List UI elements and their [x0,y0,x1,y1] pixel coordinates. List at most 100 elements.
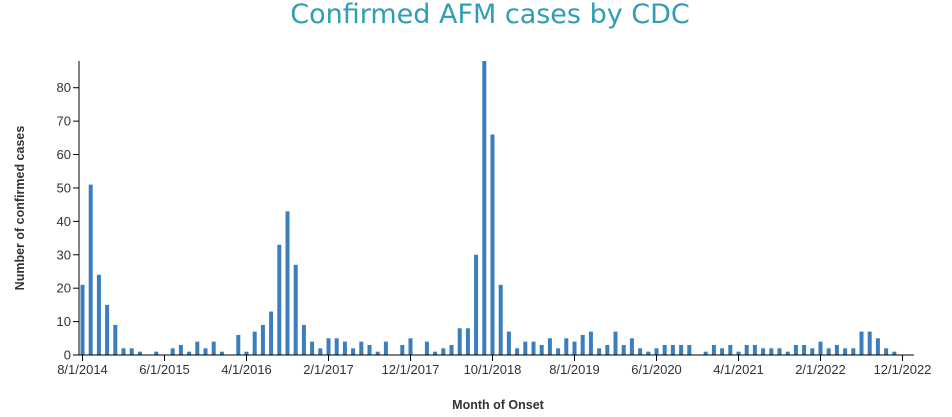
x-tick-label: 10/1/2018 [464,362,522,377]
x-tick-label: 4/1/2021 [713,362,764,377]
bar-2021-10 [785,351,790,355]
y-axis-title: Number of confirmed cases [13,126,27,291]
bar-2017-09 [383,341,388,355]
bar-2020-01 [613,331,618,355]
bar-2016-11 [301,324,306,355]
bar-2016-08 [277,244,282,355]
bar-2022-02 [818,341,823,355]
y-tick-label: 50 [57,180,71,195]
bar-2020-09 [679,344,684,355]
bar-2016-07 [269,311,274,355]
chart-title: Confirmed AFM cases by CDC [290,0,690,30]
x-tick-label: 12/1/2017 [382,362,440,377]
bar-2019-11 [597,348,602,355]
bar-2021-03 [728,344,733,355]
x-axis-ticks: 8/1/2014 6/1/2015 4/1/2016 2/1/2017 12/1/201… [57,355,931,377]
bar-2016-12 [310,341,315,355]
bar-2018-04 [441,348,446,355]
bar-2015-11 [203,348,208,355]
bar-2021-07 [761,348,766,355]
x-tick-label: 2/1/2022 [795,362,846,377]
bars-group [80,61,897,355]
bar-2016-09 [285,211,290,355]
bar-2021-02 [720,348,725,355]
bar-2022-10 [884,348,889,355]
bar-2015-03 [137,351,142,355]
bar-2014-11 [105,304,110,355]
bar-2016-04 [244,351,249,355]
y-tick-label: 60 [57,147,71,162]
bar-2018-08 [474,254,479,355]
bar-2019-03 [531,341,536,355]
bar-2019-05 [547,338,552,355]
x-tick-label: 12/1/2022 [874,362,932,377]
bar-2020-07 [662,344,667,355]
bar-2018-03 [433,351,438,355]
bar-2017-03 [334,338,339,355]
bar-2015-07 [170,348,175,355]
bar-2015-09 [187,351,192,355]
bar-2014-09 [88,184,93,355]
bar-2021-05 [744,344,749,355]
bar-2018-05 [449,344,454,355]
bar-2022-09 [875,338,880,355]
bar-2017-07 [367,344,372,355]
bar-2014-10 [96,274,101,355]
bar-2020-06 [654,348,659,355]
bar-2019-10 [588,331,593,355]
bar-2016-05 [252,331,257,355]
bar-2017-01 [318,348,323,355]
bar-2018-11 [498,284,503,355]
y-tick-label: 80 [57,80,71,95]
bar-2022-11 [892,351,897,355]
bar-2019-06 [556,348,561,355]
bar-2020-10 [687,344,692,355]
bar-2016-10 [293,264,298,355]
bar-2017-05 [351,348,356,355]
bar-2017-12 [408,338,413,355]
bar-2015-10 [195,341,200,355]
bar-2021-06 [752,344,757,355]
bar-2014-08 [80,284,85,355]
bar-2019-04 [539,344,544,355]
bar-2022-04 [834,344,839,355]
bar-2015-08 [178,344,183,355]
bar-2017-06 [359,341,364,355]
bar-2020-04 [638,348,643,355]
bar-2016-01 [219,351,224,355]
bar-2019-02 [523,341,528,355]
x-tick-label: 6/1/2015 [139,362,190,377]
y-tick-label: 40 [57,214,71,229]
x-tick-label: 4/1/2016 [221,362,272,377]
bar-2014-12 [113,324,118,355]
bar-2022-01 [810,348,815,355]
x-axis-title: Month of Onset [452,398,544,412]
x-tick-label: 8/1/2019 [549,362,600,377]
bar-2015-05 [154,351,159,355]
y-tick-label: 20 [57,281,71,296]
x-tick-label: 8/1/2014 [57,362,108,377]
y-tick-label: 70 [57,114,71,129]
y-axis-ticks: 0 10 20 30 40 50 60 70 80 [57,80,79,363]
bar-2015-02 [129,348,134,355]
bar-2021-09 [777,348,782,355]
bar-2018-02 [424,341,429,355]
bar-2015-12 [211,341,216,355]
bar-2021-12 [802,344,807,355]
bar-2018-07 [465,328,470,355]
bar-2020-08 [670,344,675,355]
bar-2016-06 [260,324,265,355]
bar-2018-06 [457,328,462,355]
bar-2021-11 [793,344,798,355]
bar-2017-02 [326,338,331,355]
bar-2018-09 [482,61,487,355]
bar-2017-04 [342,341,347,355]
bar-2020-05 [646,351,651,355]
bar-2022-06 [851,348,856,355]
bar-2022-05 [843,348,848,355]
bar-2019-08 [572,341,577,355]
x-tick-label: 6/1/2020 [631,362,682,377]
bar-2017-08 [375,351,380,355]
bar-2016-03 [236,334,241,355]
